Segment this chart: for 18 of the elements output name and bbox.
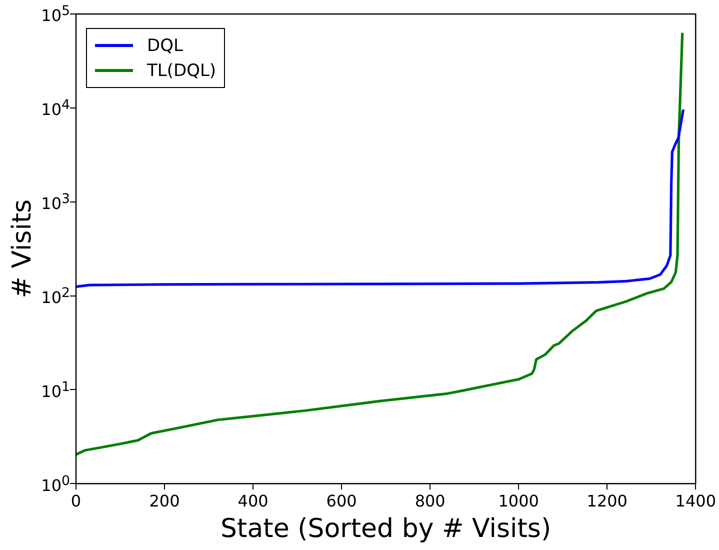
x-tick-label: 400 bbox=[238, 491, 268, 510]
x-tick-label: 800 bbox=[414, 491, 446, 510]
y-tick-label: 10$^{3}$ bbox=[41, 192, 70, 213]
x-tick-label: 1400 bbox=[675, 491, 716, 510]
x-tick-label: 0 bbox=[70, 491, 82, 510]
y-tick-label: 10$^{0}$ bbox=[40, 472, 70, 495]
x-axis-title: State (Sorted by # Visits) bbox=[220, 514, 552, 544]
x-tick-label: 1200 bbox=[586, 491, 628, 510]
x-tick-label: 1000 bbox=[498, 491, 539, 510]
x-tick-label: 600 bbox=[326, 491, 357, 510]
y-tick-label: 10$^{2}$ bbox=[41, 286, 70, 307]
y-tick-label: 10$^{1}$ bbox=[40, 378, 70, 401]
x-tick-label: 200 bbox=[149, 491, 180, 510]
y-axis-title: # Visits bbox=[7, 199, 38, 298]
legend-label: DQL bbox=[147, 36, 183, 56]
y-tick-label: 10$^{4}$ bbox=[40, 96, 70, 120]
legend-label: TL(DQL) bbox=[147, 60, 216, 80]
y-tick-label: 10$^{5}$ bbox=[40, 2, 70, 26]
